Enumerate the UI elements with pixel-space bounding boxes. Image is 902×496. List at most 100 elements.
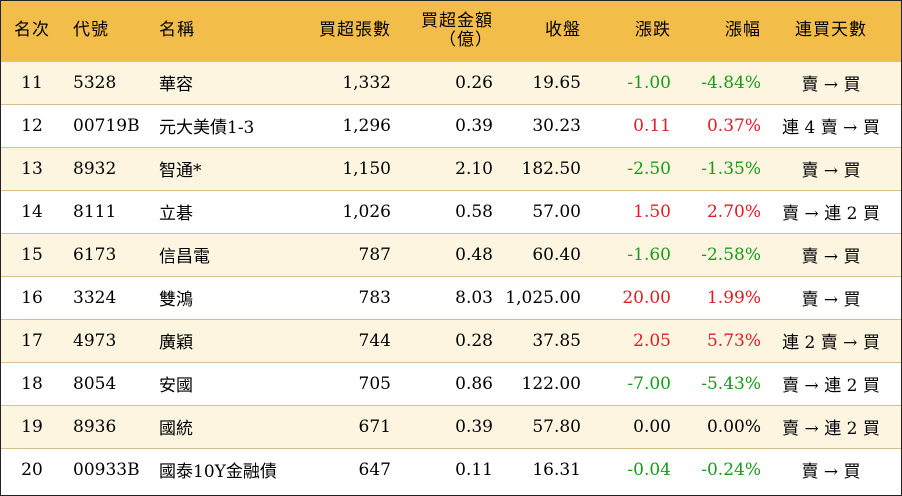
table-row: 14 8111 立碁 1,026 0.58 57.00 1.50 2.70% 賣 → 連 2 買 xyxy=(1,190,901,233)
cell-pct: -2.58% xyxy=(701,244,761,265)
cell-name: 國泰10Y金融債 xyxy=(159,462,277,483)
table-row: 19 8936 國統 671 0.39 57.80 0.00 0.00% 賣 → 連 2 買 xyxy=(1,405,901,448)
cell-rank: 17 xyxy=(21,330,43,351)
cell-pct: -5.43% xyxy=(701,373,761,394)
cell-volume: 783 xyxy=(358,287,391,308)
cell-change: -1.00 xyxy=(627,72,671,93)
cell-days: 賣 → 買 xyxy=(801,161,861,181)
cell-pct: 1.99% xyxy=(706,287,761,308)
cell-pct: -1.35% xyxy=(701,158,761,179)
header-amount: 買超金額 （億） xyxy=(391,1,493,61)
cell-name: 廣穎 xyxy=(159,333,193,353)
header-volume: 買超張數 xyxy=(319,20,391,41)
cell-name: 雙鴻 xyxy=(159,290,193,310)
header-amount-line1: 買超金額 xyxy=(421,10,493,31)
header-amount-line2: （億） xyxy=(439,29,493,50)
cell-rank: 16 xyxy=(21,287,43,308)
header-code: 代號 xyxy=(73,20,109,41)
cell-code: 8111 xyxy=(73,201,117,222)
cell-pct: 2.70% xyxy=(706,201,761,222)
cell-close: 16.31 xyxy=(532,459,581,480)
cell-amount: 0.58 xyxy=(455,201,493,222)
cell-name: 立碁 xyxy=(159,204,193,224)
cell-amount: 8.03 xyxy=(455,287,493,308)
cell-change: 1.50 xyxy=(633,201,671,222)
cell-volume: 787 xyxy=(358,244,391,265)
cell-pct: 0.37% xyxy=(706,115,761,136)
cell-days: 連 2 賣 → 買 xyxy=(782,333,880,353)
cell-code: 8054 xyxy=(73,373,117,394)
cell-days: 賣 → 買 xyxy=(801,290,861,310)
cell-rank: 18 xyxy=(21,373,43,394)
cell-code: 5328 xyxy=(73,72,117,93)
cell-name: 智通* xyxy=(159,161,202,181)
cell-volume: 647 xyxy=(358,459,391,480)
cell-rank: 12 xyxy=(21,115,43,136)
cell-volume: 1,026 xyxy=(342,201,391,222)
cell-amount: 0.11 xyxy=(455,459,493,480)
table-row: 15 6173 信昌電 787 0.48 60.40 -1.60 -2.58% 賣 → 買 xyxy=(1,233,901,276)
header-rank: 名次 xyxy=(14,20,50,41)
cell-code: 3324 xyxy=(73,287,117,308)
table-row: 17 4973 廣穎 744 0.28 37.85 2.05 5.73% 連 2 賣 → 買 xyxy=(1,319,901,362)
cell-days: 賣 → 連 2 買 xyxy=(782,204,880,224)
cell-pct: -4.84% xyxy=(701,72,761,93)
cell-days: 賣 → 連 2 買 xyxy=(782,376,880,396)
cell-amount: 2.10 xyxy=(455,158,493,179)
cell-close: 122.00 xyxy=(521,373,581,394)
cell-close: 37.85 xyxy=(532,330,581,351)
cell-volume: 1,296 xyxy=(342,115,391,136)
cell-change: 0.11 xyxy=(633,115,671,136)
table-row: 13 8932 智通* 1,150 2.10 182.50 -2.50 -1.35% 賣 → 買 xyxy=(1,147,901,190)
table-row: 18 8054 安國 705 0.86 122.00 -7.00 -5.43% 賣 → 連 2 … xyxy=(1,362,901,405)
cell-amount: 0.26 xyxy=(455,72,493,93)
cell-name: 安國 xyxy=(159,376,193,396)
cell-close: 57.00 xyxy=(532,201,581,222)
table-row: 11 5328 華容 1,332 0.26 19.65 -1.00 -4.84% 賣 → 買 xyxy=(1,61,901,104)
cell-pct: 0.00% xyxy=(706,416,761,437)
cell-rank: 15 xyxy=(21,244,43,265)
cell-days: 賣 → 買 xyxy=(801,462,861,483)
cell-volume: 744 xyxy=(358,330,391,351)
cell-name: 國統 xyxy=(159,419,193,439)
cell-close: 57.80 xyxy=(532,416,581,437)
cell-close: 182.50 xyxy=(521,158,581,179)
cell-rank: 19 xyxy=(21,416,43,437)
cell-close: 1,025.00 xyxy=(505,287,581,308)
cell-code: 00933B xyxy=(73,459,140,480)
cell-rank: 20 xyxy=(21,459,43,480)
table-row: 20 00933B 國泰10Y金融債 647 0.11 16.31 -0.04 -0.24% 賣… xyxy=(1,448,901,491)
cell-name: 元大美債1-3 xyxy=(159,118,255,138)
cell-volume: 671 xyxy=(358,416,391,437)
cell-change: 2.05 xyxy=(633,330,671,351)
header-days: 連買天數 xyxy=(795,20,867,41)
cell-change: -0.04 xyxy=(627,459,671,480)
cell-volume: 1,150 xyxy=(342,158,391,179)
cell-name: 華容 xyxy=(159,75,193,95)
cell-days: 連 4 賣 → 買 xyxy=(782,118,880,138)
header-row: 名次 代號 名稱 買超張數 買超金額 （億） 收盤 漲跌 漲幅 連買天數 xyxy=(1,1,901,61)
cell-close: 60.40 xyxy=(532,244,581,265)
cell-code: 4973 xyxy=(73,330,117,351)
cell-days: 賣 → 買 xyxy=(801,75,861,95)
cell-pct: -0.24% xyxy=(701,459,761,480)
cell-amount: 0.86 xyxy=(455,373,493,394)
cell-close: 30.23 xyxy=(532,115,581,136)
header-close: 收盤 xyxy=(545,20,581,41)
header-change: 漲跌 xyxy=(635,20,671,41)
cell-close: 19.65 xyxy=(532,72,581,93)
cell-amount: 0.39 xyxy=(455,416,493,437)
cell-amount: 0.39 xyxy=(455,115,493,136)
cell-change: -7.00 xyxy=(627,373,671,394)
cell-volume: 1,332 xyxy=(342,72,391,93)
cell-volume: 705 xyxy=(358,373,391,394)
cell-code: 00719B xyxy=(73,115,140,136)
cell-code: 8936 xyxy=(73,416,117,437)
cell-pct: 5.73% xyxy=(706,330,761,351)
table-body: 11 5328 華容 1,332 0.26 19.65 -1.00 -4.84% 賣 → 買 12… xyxy=(1,61,901,491)
cell-name: 信昌電 xyxy=(159,247,210,267)
cell-change: 20.00 xyxy=(622,287,671,308)
table-row: 12 00719B 元大美債1-3 1,296 0.39 30.23 0.11 0.37% 連 … xyxy=(1,104,901,147)
